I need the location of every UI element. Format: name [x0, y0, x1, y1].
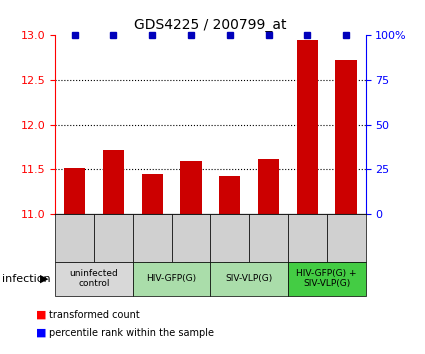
- Bar: [103, 150, 124, 214]
- Bar: [297, 40, 318, 214]
- Text: HIV-GFP(G) +
SIV-VLP(G): HIV-GFP(G) + SIV-VLP(G): [297, 269, 357, 289]
- Text: HIV-GFP(G): HIV-GFP(G): [147, 274, 197, 283]
- Text: transformed count: transformed count: [49, 310, 140, 320]
- Text: SIV-VLP(G): SIV-VLP(G): [226, 274, 273, 283]
- Text: uninfected
control: uninfected control: [70, 269, 119, 289]
- Bar: [142, 174, 163, 214]
- Bar: [64, 168, 85, 214]
- Title: GDS4225 / 200799_at: GDS4225 / 200799_at: [134, 18, 286, 32]
- Text: ■: ■: [36, 328, 47, 338]
- Text: ■: ■: [36, 310, 47, 320]
- Text: percentile rank within the sample: percentile rank within the sample: [49, 328, 214, 338]
- Bar: [180, 161, 201, 214]
- Bar: [258, 159, 279, 214]
- Text: ▶: ▶: [40, 274, 49, 284]
- Bar: [219, 176, 241, 214]
- Text: infection: infection: [2, 274, 51, 284]
- Bar: [335, 61, 357, 214]
